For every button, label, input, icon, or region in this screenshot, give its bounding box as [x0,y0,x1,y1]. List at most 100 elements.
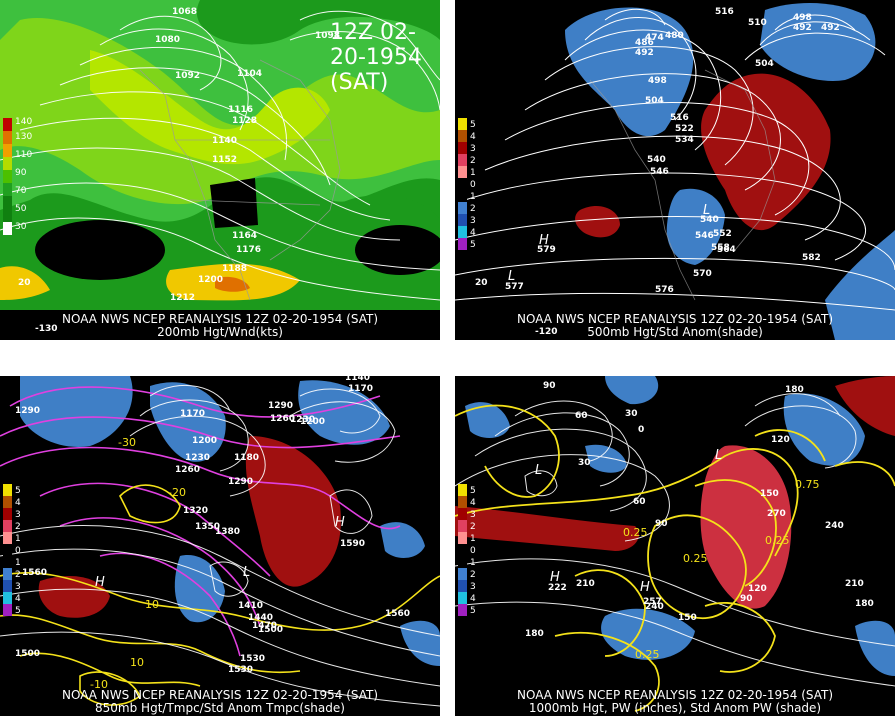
wind-speed-legend: 140 130 110 90 70 50 30 [3,117,32,235]
svg-text:570: 570 [693,269,712,279]
svg-text:492: 492 [821,23,840,33]
svg-text:-10: -10 [90,678,108,691]
svg-text:492: 492 [635,48,654,58]
panel-850mb-map: 1320 1290 1140 1170 1200 1230 1260 1290 … [0,376,440,716]
svg-text:H: H [335,515,345,530]
svg-text:180: 180 [785,385,804,395]
svg-text:1290: 1290 [228,477,253,487]
svg-text:576: 576 [655,285,674,295]
contour-labels-200mb: 1068 1080 1092 1104 1116 1128 1140 1152 … [18,7,340,334]
svg-text:L: L [243,565,250,580]
svg-text:558: 558 [711,243,730,253]
svg-text:534: 534 [675,135,694,145]
svg-text:10: 10 [145,598,159,611]
svg-text:L: L [535,463,542,478]
panel-500mb-map: 516 510 498 492 486 492 474 480 492 504 … [455,0,895,340]
map-500mb-graphic: 516 510 498 492 486 492 474 480 492 504 … [455,0,895,340]
svg-text:1560: 1560 [385,609,410,619]
std-anomaly-legend-850mb: 5 4 3 2 1 0 1 2 3 4 5 [3,484,21,616]
svg-text:1530: 1530 [228,665,253,675]
svg-text:20: 20 [475,278,488,288]
svg-text:546: 546 [695,231,714,241]
svg-text:1230: 1230 [290,415,315,425]
svg-text:0: 0 [638,425,644,435]
panel-caption-source: NOAA NWS NCEP REANALYSIS 12Z 02-20-1954 … [61,312,379,326]
svg-text:0.75: 0.75 [795,478,820,491]
panel-caption-field: 200mb Hgt/Wnd(kts) [157,325,283,339]
svg-text:1410: 1410 [238,601,263,611]
svg-text:H: H [550,570,560,585]
svg-text:-120: -120 [535,327,558,337]
svg-text:20: 20 [18,278,31,288]
panel-caption-source: NOAA NWS NCEP REANALYSIS 12Z 02-20-1954 … [516,312,834,326]
svg-text:1170: 1170 [348,384,373,394]
svg-text:0.25: 0.25 [765,534,790,547]
panel-caption-source: NOAA NWS NCEP REANALYSIS 12Z 02-20-1954 … [61,688,379,702]
svg-text:270: 270 [767,509,786,519]
svg-text:579: 579 [537,245,556,255]
svg-text:1200: 1200 [198,275,223,285]
svg-text:546: 546 [650,167,669,177]
panel-caption-field: 1000mb Hgt, PW (inches), Std Anom PW (sh… [528,701,822,715]
panel-caption-field: 850mb Hgt/Tmpc/Std Anom Tmpc(shade) [95,701,345,715]
svg-text:90: 90 [740,594,753,604]
svg-text:1230: 1230 [185,453,210,463]
svg-text:240: 240 [645,602,664,612]
svg-text:540: 540 [647,155,666,165]
svg-text:1260: 1260 [175,465,200,475]
panel-caption-source: NOAA NWS NCEP REANALYSIS 12Z 02-20-1954 … [516,688,834,702]
svg-text:504: 504 [755,59,774,69]
svg-text:552: 552 [713,229,732,239]
svg-text:1200: 1200 [300,417,325,427]
svg-text:L: L [715,448,722,463]
map-1000mb-graphic: 90 60 30 0 30 60 90 120 150 180 210 240 … [455,376,895,716]
svg-text:480: 480 [665,31,684,41]
map-200mb-graphic: 1068 1080 1092 1104 1116 1128 1140 1152 … [0,0,440,340]
svg-text:1140: 1140 [212,136,237,146]
svg-text:474: 474 [645,33,664,43]
svg-text:H: H [95,575,105,590]
svg-text:577: 577 [505,282,524,292]
svg-text:-130: -130 [35,324,58,334]
svg-text:1176: 1176 [236,245,261,255]
svg-text:60: 60 [575,411,588,421]
contour-labels-1000mb: 90 60 30 0 30 60 90 120 150 180 210 240 … [525,381,874,661]
svg-text:1140: 1140 [345,376,370,383]
svg-text:1128: 1128 [232,116,257,126]
svg-text:1116: 1116 [228,105,253,115]
contour-labels-500mb: 516 510 498 492 486 492 474 480 492 504 … [475,7,840,337]
svg-text:486: 486 [635,38,654,48]
page-title: 12Z 02-20-1954 (SAT) [330,20,422,95]
svg-text:30: 30 [625,409,638,419]
svg-text:1200: 1200 [192,436,217,446]
svg-text:H: H [640,580,650,595]
svg-text:180: 180 [525,629,544,639]
svg-text:10: 10 [130,656,144,669]
map-850mb-graphic: 1320 1290 1140 1170 1200 1230 1260 1290 … [0,376,440,716]
svg-text:1188: 1188 [222,264,247,274]
svg-text:1380: 1380 [215,527,240,537]
svg-text:-20: -20 [168,486,186,499]
svg-text:522: 522 [675,124,694,134]
svg-text:540: 540 [700,215,719,225]
panel-200mb-map: 1068 1080 1092 1104 1116 1128 1140 1152 … [0,0,440,340]
svg-text:1260: 1260 [270,414,295,424]
svg-text:1500: 1500 [15,649,40,659]
svg-text:564: 564 [717,245,736,255]
svg-text:60: 60 [633,497,646,507]
svg-text:1068: 1068 [172,7,197,17]
svg-text:510: 510 [748,18,767,28]
svg-text:504: 504 [645,96,664,106]
std-anomaly-legend-1000mb: 5 4 3 2 1 0 1 2 3 4 5 [458,484,476,616]
svg-text:1290: 1290 [268,401,293,411]
svg-text:150: 150 [678,613,697,623]
svg-text:492: 492 [793,23,812,33]
svg-text:1590: 1590 [340,539,365,549]
panel-caption-field: 500mb Hgt/Std Anom(shade) [587,325,763,339]
svg-text:L: L [508,269,515,284]
svg-text:0.25: 0.25 [683,552,708,565]
svg-text:1530: 1530 [240,654,265,664]
svg-text:180: 180 [855,599,874,609]
svg-text:582: 582 [802,253,821,263]
svg-text:L: L [703,203,710,218]
